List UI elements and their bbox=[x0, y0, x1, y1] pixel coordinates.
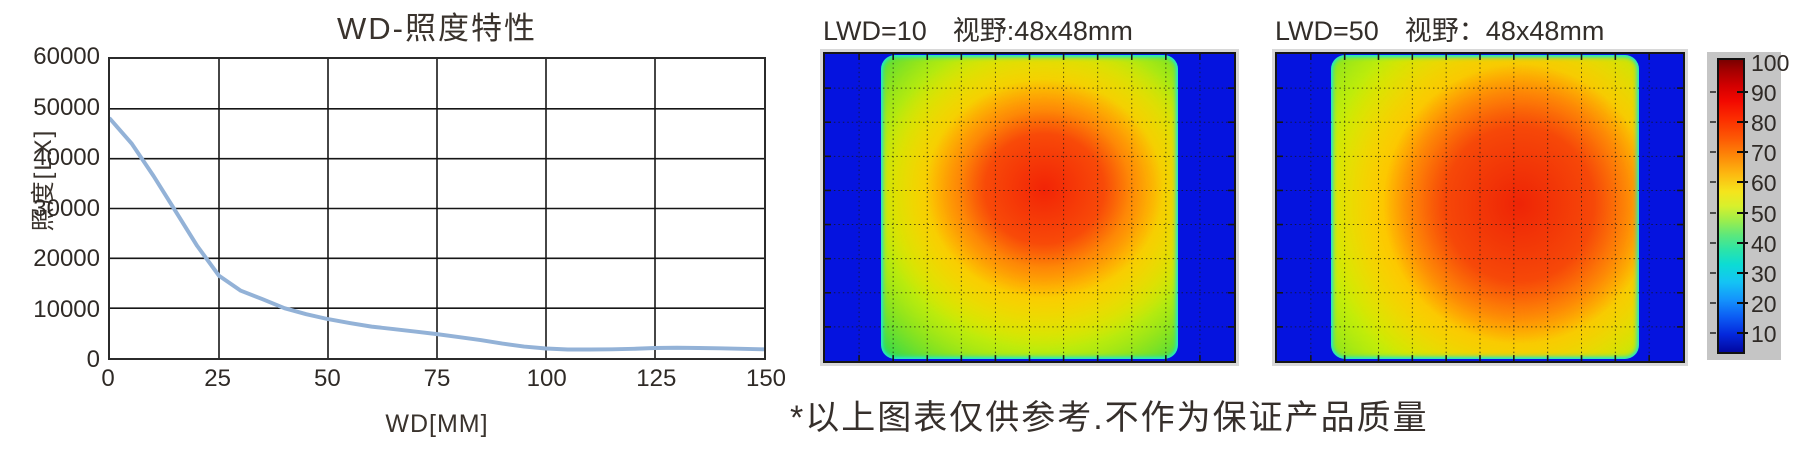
x-tick-label: 0 bbox=[101, 365, 115, 392]
colorbar-tick-mark bbox=[1710, 301, 1716, 304]
colorbar-tick-label: 50 bbox=[1751, 200, 1777, 227]
line-chart-title: WD-照度特性 bbox=[337, 11, 537, 46]
heatmap-lwd50-illumination-field bbox=[1330, 55, 1640, 359]
heatmap2-title: LWD=50 视野：48x48mm bbox=[1275, 9, 1604, 48]
colorbar-tick-mark bbox=[1737, 151, 1748, 154]
y-tick-label: 50000 bbox=[33, 93, 100, 121]
colorbar-tick-label: 60 bbox=[1751, 170, 1777, 197]
heatmap-lwd50-grid bbox=[1277, 54, 1683, 361]
colorbar-tick-label: 40 bbox=[1751, 230, 1777, 257]
colorbar-tick-label: 100 bbox=[1751, 50, 1790, 76]
colorbar-tick-mark bbox=[1710, 151, 1716, 154]
line-chart-svg bbox=[110, 59, 764, 358]
colorbar-tick-label: 70 bbox=[1751, 140, 1777, 167]
heatmap1-title: LWD=10 视野:48x48mm bbox=[823, 9, 1133, 48]
heatmap1-lwd-label: LWD=10 bbox=[823, 16, 927, 46]
colorbar-tick-label: 80 bbox=[1751, 110, 1777, 137]
colorbar: 100 90 80 70 60 50 40 30 20 10 bbox=[1707, 50, 1789, 360]
colorbar-tick-mark bbox=[1710, 331, 1716, 334]
x-axis-label: WD[MM] bbox=[385, 410, 489, 438]
colorbar-tick-label: 30 bbox=[1751, 260, 1777, 287]
line-chart-plot-area bbox=[108, 57, 766, 360]
colorbar-tick-mark bbox=[1710, 91, 1716, 94]
y-tick-label: 0 bbox=[86, 346, 100, 373]
colorbar-tick-mark bbox=[1737, 181, 1748, 184]
x-tick-label: 125 bbox=[636, 365, 677, 392]
x-tick-label: 50 bbox=[313, 365, 341, 392]
colorbar-gradient bbox=[1717, 58, 1745, 354]
heatmap-lwd10-grid bbox=[825, 54, 1234, 361]
heatmap1-fov-label: 视野:48x48mm bbox=[952, 16, 1133, 46]
colorbar-tick-mark bbox=[1710, 271, 1716, 274]
y-tick-label: 40000 bbox=[33, 144, 100, 171]
colorbar-tick-label: 90 bbox=[1751, 80, 1777, 107]
x-tick-label: 100 bbox=[526, 365, 567, 392]
x-tick-label: 75 bbox=[423, 365, 451, 392]
x-tick-label: 150 bbox=[745, 365, 787, 392]
y-tick-label: 20000 bbox=[33, 245, 100, 272]
colorbar-tick-mark bbox=[1737, 241, 1748, 244]
colorbar-tick-label: 20 bbox=[1751, 290, 1777, 317]
colorbar-tick-mark bbox=[1737, 301, 1748, 304]
illuminance-curve bbox=[110, 116, 764, 352]
y-tick-label: 10000 bbox=[33, 295, 100, 323]
colorbar-tick-mark bbox=[1737, 211, 1748, 214]
colorbar-tick-mark bbox=[1710, 241, 1716, 244]
colorbar-tick-mark bbox=[1710, 211, 1716, 214]
disclaimer-text: *以上图表仅供参考.不作为保证产品质量 bbox=[790, 399, 1429, 437]
heatmap-lwd50 bbox=[1272, 49, 1688, 366]
y-tick-label: 30000 bbox=[33, 194, 100, 222]
colorbar-tick-mark bbox=[1737, 331, 1748, 334]
heatmap2-lwd-label: LWD=50 bbox=[1275, 16, 1379, 46]
x-tick-label: 25 bbox=[204, 365, 232, 392]
heatmap2-fov-label: 视野：48x48mm bbox=[1404, 16, 1605, 46]
colorbar-tick-mark bbox=[1737, 271, 1748, 274]
colorbar-tick-mark bbox=[1710, 121, 1716, 124]
colorbar-tick-mark bbox=[1710, 181, 1716, 184]
colorbar-tick-mark bbox=[1737, 91, 1748, 94]
y-tick-label: 60000 bbox=[33, 43, 100, 70]
heatmap-lwd10 bbox=[820, 49, 1239, 366]
colorbar-tick-mark bbox=[1737, 121, 1748, 124]
colorbar-tick-label: 10 bbox=[1751, 320, 1777, 347]
